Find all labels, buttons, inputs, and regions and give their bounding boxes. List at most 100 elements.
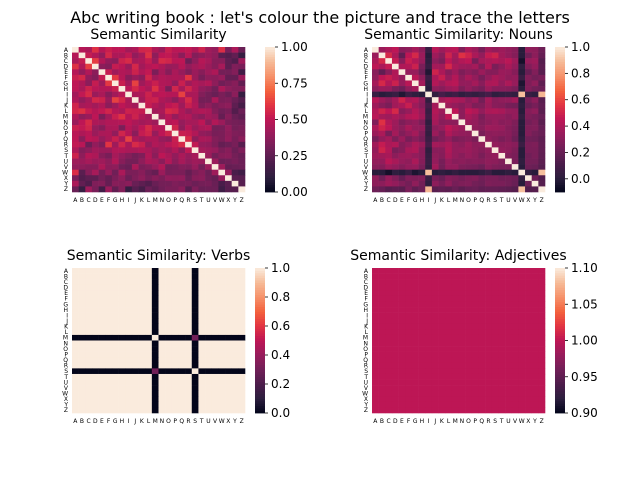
heatmap-cell	[131, 329, 139, 336]
heatmap-cell	[411, 108, 419, 115]
heatmap-cell	[418, 58, 426, 65]
y-tick-label: X	[64, 175, 68, 182]
colorbar-segment	[265, 78, 275, 82]
y-tick-label: W	[362, 390, 368, 397]
heatmap-cell	[205, 334, 213, 341]
heatmap-cell	[518, 368, 526, 375]
heatmap-cell	[151, 268, 159, 274]
colorbar-tick-label: 0.4	[271, 348, 290, 362]
heatmap-cell	[465, 119, 473, 126]
heatmap-cell	[151, 329, 159, 336]
colorbar-segment	[265, 167, 275, 171]
heatmap-cell	[451, 284, 459, 291]
heatmap-cell	[231, 169, 239, 176]
heatmap-cell	[485, 108, 493, 115]
heatmap-cell	[238, 379, 246, 386]
heatmap-cell	[525, 301, 532, 308]
heatmap-cell	[118, 136, 126, 143]
heatmap-cell	[151, 385, 159, 391]
heatmap-cell	[372, 86, 379, 92]
heatmap-cell	[98, 268, 106, 274]
x-tick-label: P	[173, 418, 177, 425]
heatmap-cell	[231, 136, 239, 143]
heatmap-cell	[538, 346, 546, 352]
heatmap-cell	[165, 407, 173, 414]
heatmap-cell	[205, 186, 213, 193]
heatmap-cell	[458, 362, 466, 369]
heatmap-cell	[378, 180, 386, 187]
heatmap-cell	[418, 169, 426, 176]
heatmap-cell	[72, 401, 79, 408]
heatmap-cell	[125, 290, 133, 297]
heatmap-cell	[438, 273, 446, 280]
heatmap-cell	[91, 334, 99, 341]
heatmap-cell	[405, 318, 413, 325]
heatmap-cell	[531, 180, 539, 187]
heatmap-cell	[105, 329, 113, 336]
heatmap-cell	[425, 175, 433, 182]
colorbar-segment	[555, 408, 565, 411]
heatmap-cell	[105, 318, 113, 325]
heatmap-cell	[411, 119, 419, 126]
heatmap-cell	[158, 323, 166, 330]
heatmap-cell	[105, 290, 113, 297]
heatmap-cell	[211, 373, 219, 380]
heatmap-cell	[225, 47, 232, 53]
heatmap-cell	[211, 125, 219, 131]
heatmap-cell	[131, 334, 139, 341]
heatmap-cell	[111, 373, 119, 380]
heatmap-cell	[171, 334, 179, 341]
heatmap-cell	[98, 164, 106, 170]
heatmap-cell	[418, 368, 426, 375]
heatmap-cell	[145, 279, 153, 286]
heatmap-cell	[431, 340, 439, 347]
x-tick-label: D	[393, 197, 398, 204]
heatmap-cell	[72, 407, 79, 414]
heatmap-cell	[378, 295, 386, 302]
heatmap-cell	[385, 63, 393, 70]
heatmap-cell	[178, 323, 186, 330]
heatmap-cell	[138, 284, 146, 291]
heatmap-cell	[498, 63, 506, 70]
heatmap-cell	[538, 385, 546, 391]
x-tick-label: K	[440, 197, 445, 204]
heatmap-cell	[191, 147, 199, 154]
colorbar-segment	[255, 333, 265, 337]
heatmap-cell	[205, 63, 213, 70]
colorbar-segment	[265, 114, 275, 118]
heatmap-cell	[138, 169, 146, 176]
heatmap-cell	[191, 113, 199, 120]
heatmap-cell	[471, 169, 479, 176]
heatmap-cell	[118, 58, 126, 65]
heatmap-cell	[525, 63, 532, 70]
heatmap-cell	[72, 396, 79, 403]
heatmap-cell	[91, 290, 99, 297]
heatmap-cell	[238, 385, 246, 391]
heatmap-cell	[225, 175, 232, 182]
heatmap-cell	[478, 47, 486, 53]
colorbar-tick-label: 0.0	[571, 172, 590, 186]
heatmap-cell	[211, 340, 219, 347]
x-tick-label: H	[120, 418, 125, 425]
heatmap-cell	[418, 47, 426, 53]
heatmap-cell	[425, 152, 433, 159]
heatmap-cell	[485, 329, 493, 336]
heatmap-cell	[518, 385, 526, 391]
heatmap-cell	[178, 290, 186, 297]
heatmap-cell	[238, 340, 246, 347]
heatmap-cell	[125, 340, 133, 347]
colorbar-segment	[255, 294, 265, 298]
heatmap-cell	[85, 47, 93, 53]
colorbar-segment	[555, 49, 565, 53]
heatmap-cell	[225, 385, 232, 391]
heatmap-cell	[118, 175, 126, 182]
heatmap-cell	[425, 357, 433, 364]
heatmap-cell	[72, 307, 79, 313]
heatmap-cell	[465, 318, 473, 325]
heatmap-cell	[471, 312, 479, 319]
heatmap-cell	[78, 136, 86, 143]
heatmap-cell	[411, 318, 419, 325]
heatmap-cell	[385, 284, 393, 291]
heatmap-cell	[425, 108, 433, 115]
heatmap-cell	[505, 312, 513, 319]
